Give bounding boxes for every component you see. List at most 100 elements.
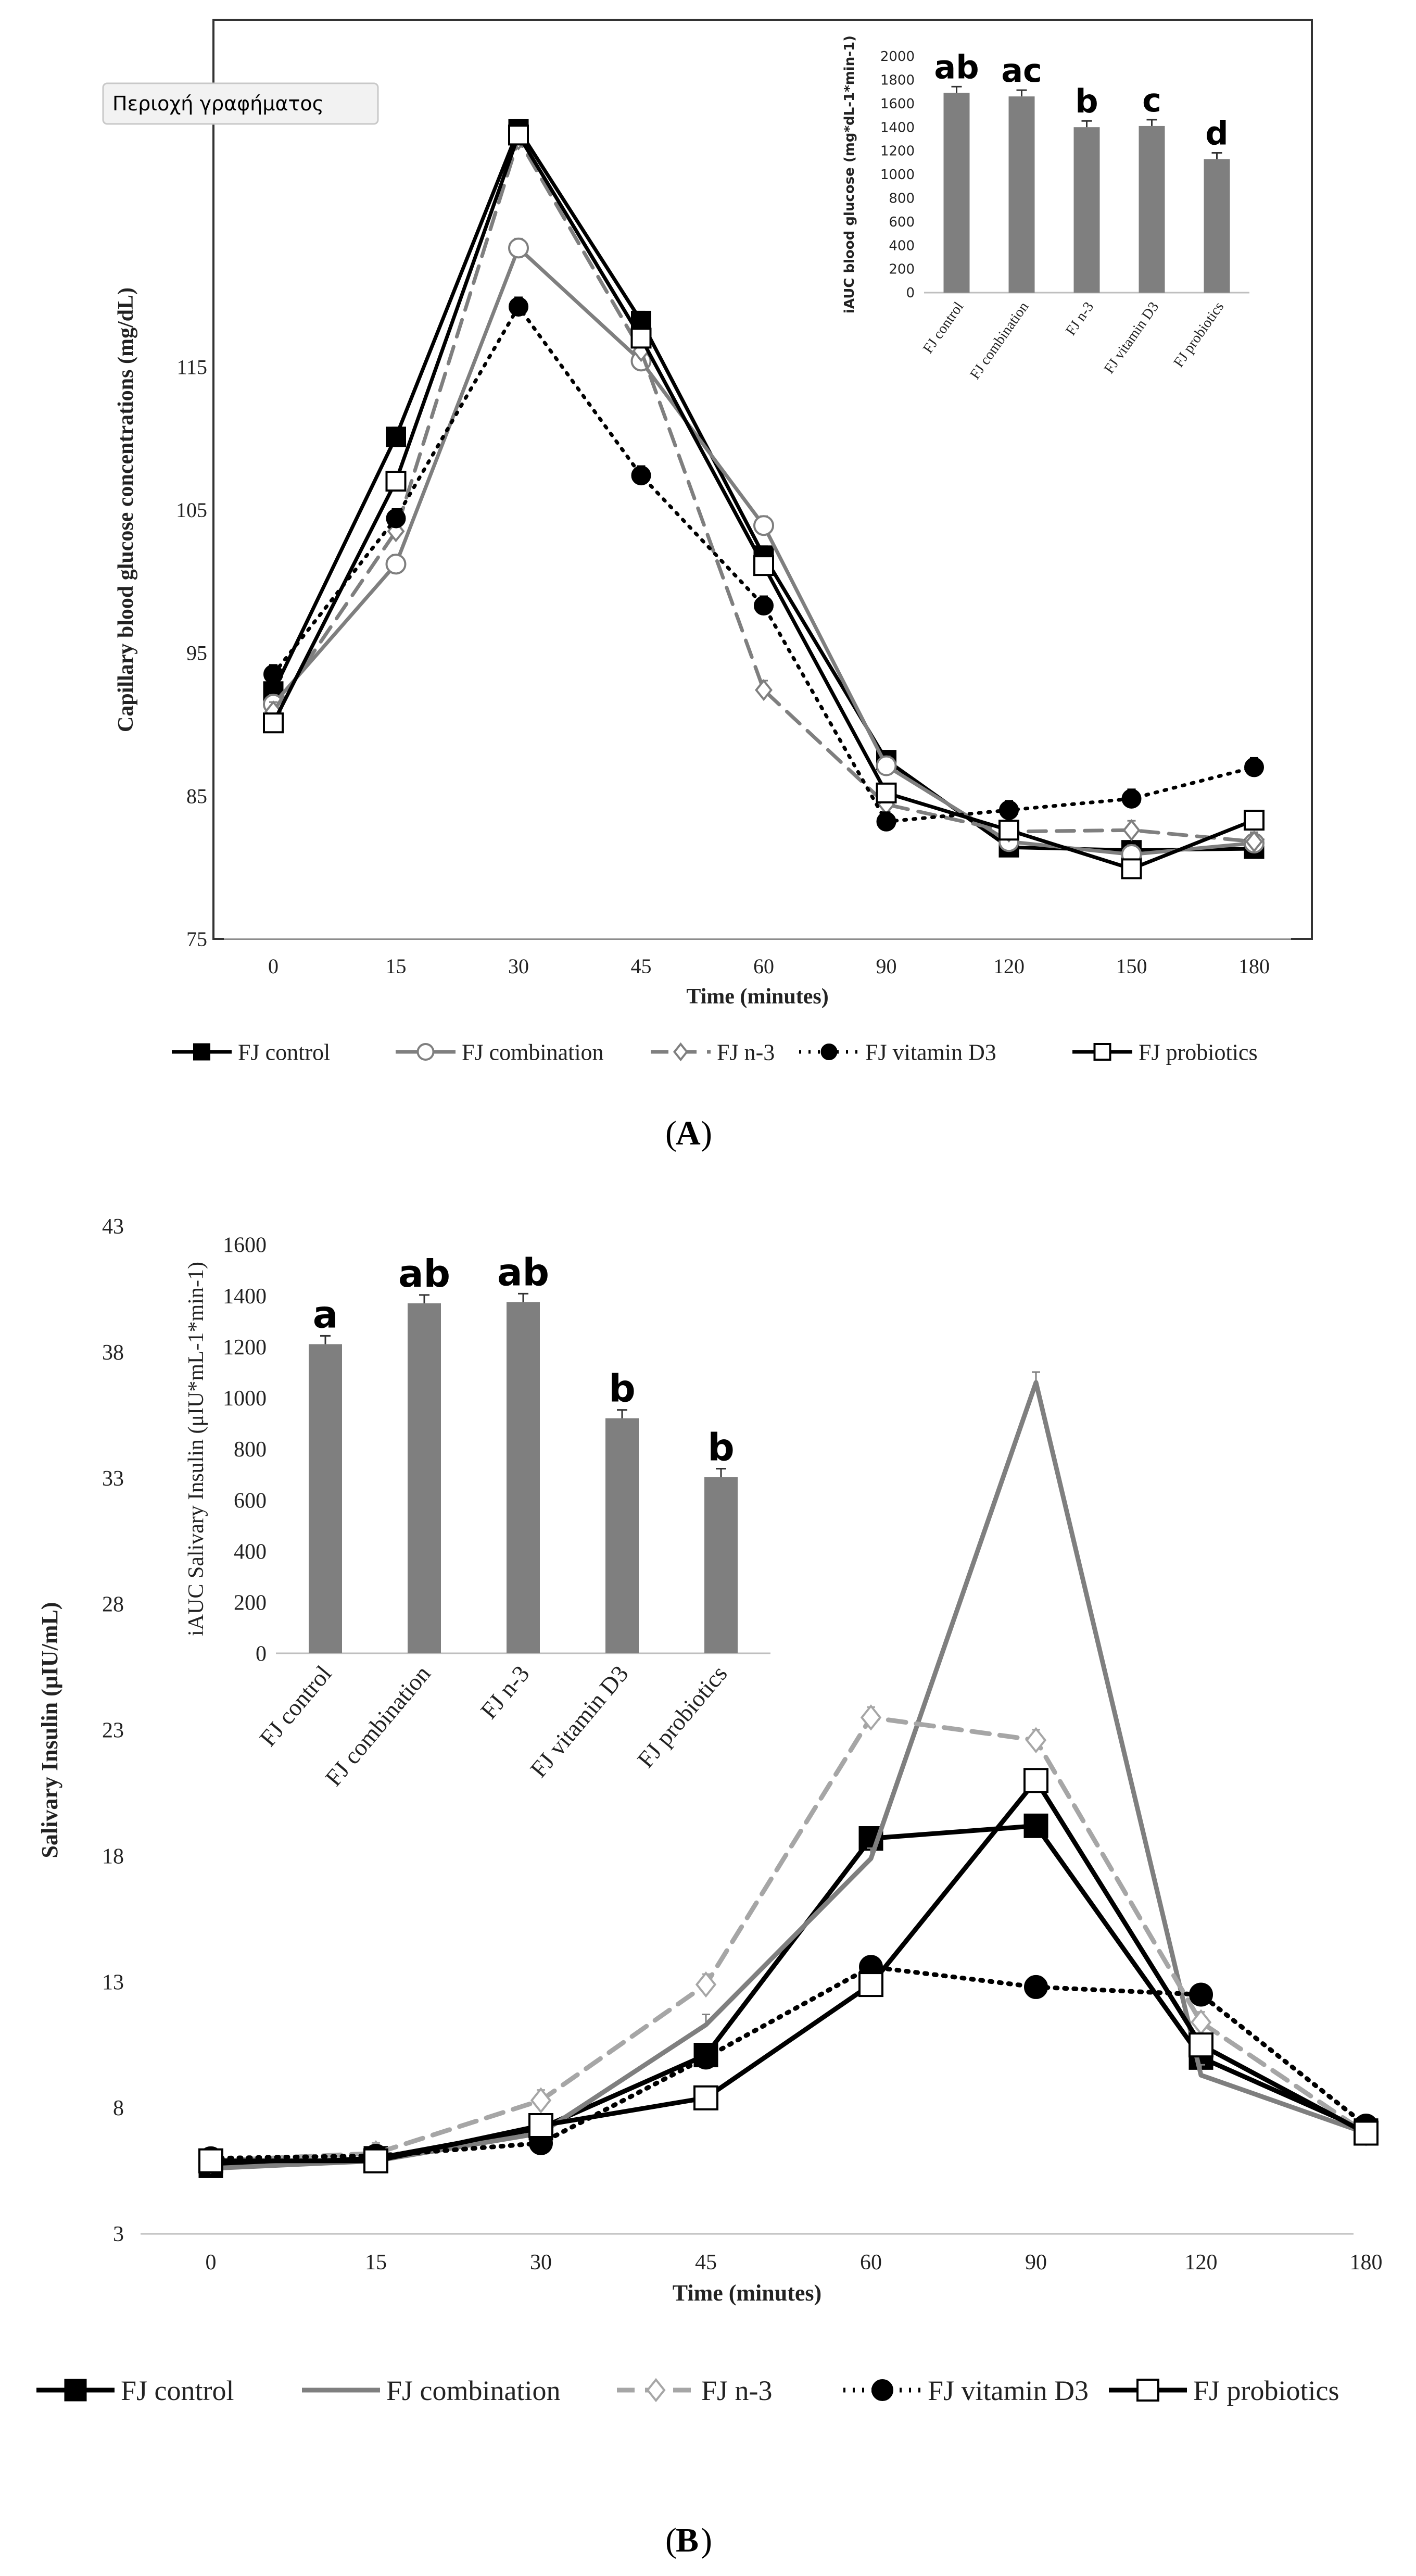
- data-point: [1121, 788, 1142, 809]
- inset-category-label: FJ vitamin D3: [525, 1661, 633, 1782]
- data-point: [1244, 757, 1264, 777]
- panel-a-legend: FJ control FJ combination FJ n-3 FJ vitamin…: [172, 1039, 1258, 1065]
- inset-y-tick-label: 800: [889, 191, 915, 207]
- data-point: [695, 1971, 717, 1998]
- inset-y-tick-label: 200: [889, 262, 915, 278]
- data-point: [386, 426, 406, 447]
- legend-label-2: FJ combination: [386, 2375, 561, 2406]
- panel-a-line-chart: 75 85 95 105 115 0 15 30 45 60 90 120 150 180 Time (mi…: [114, 119, 1291, 1009]
- legend-label-1: FJ control: [238, 1039, 330, 1065]
- legend-marker-3: [646, 2378, 666, 2403]
- inset-bar: [309, 1344, 342, 1653]
- series-line: [271, 305, 1256, 824]
- inset-significance-letter: b: [609, 1367, 636, 1411]
- panel-a-label-close: ): [701, 1114, 712, 1152]
- inset-y-tick-label: 1800: [880, 73, 915, 89]
- data-point: [998, 820, 1019, 841]
- inset-y-tick-label: 1200: [223, 1336, 267, 1360]
- inset-significance-letter: d: [1205, 114, 1228, 152]
- inset-category-label: FJ n-3: [475, 1661, 535, 1724]
- data-point: [876, 755, 897, 776]
- data-point: [386, 508, 406, 529]
- inset-bar: [605, 1418, 639, 1653]
- data-point: [694, 2045, 718, 2070]
- series-line: [208, 1964, 1369, 2161]
- data-point: [754, 596, 774, 616]
- y-tick-label: 8: [113, 2096, 124, 2120]
- inset-y-tick-label: 400: [889, 238, 915, 254]
- legend-label-1: FJ control: [121, 2375, 234, 2406]
- y-tick-label: 18: [102, 1844, 124, 1868]
- x-tick-label: 60: [860, 2251, 882, 2275]
- y-tick-label: 95: [186, 642, 207, 665]
- data-point: [630, 328, 652, 349]
- data-point: [1354, 2120, 1379, 2146]
- x-tick-label: 180: [1238, 954, 1270, 978]
- legend-marker-4: [871, 2379, 893, 2401]
- x-tick-label: 120: [1185, 2251, 1218, 2275]
- inset-bar: [1139, 125, 1165, 293]
- legend-label-2: FJ combination: [462, 1039, 604, 1065]
- inset-y-tick-label: 600: [234, 1489, 267, 1513]
- legend-label-5: FJ probiotics: [1193, 2375, 1339, 2406]
- data-point: [528, 2113, 553, 2138]
- inset-y-tick-label: 2000: [880, 49, 915, 65]
- x-tick-label: 120: [993, 954, 1025, 978]
- panel-a: Περιοχή γραφήματος 75 85 95 105 115 0 15 30 45 60…: [102, 19, 1313, 1152]
- chart-area-tooltip-box: [102, 82, 379, 125]
- inset-category-label: FJ vitamin D3: [1101, 299, 1162, 376]
- inset-bar: [1204, 159, 1230, 293]
- legend-marker-4: [820, 1044, 838, 1060]
- data-point: [858, 1972, 883, 1997]
- inset-y-tick-label: 1200: [880, 144, 915, 159]
- series-fj-control: [263, 119, 1265, 861]
- x-tick-label: 150: [1116, 954, 1147, 978]
- data-point: [363, 2148, 388, 2173]
- data-point: [385, 471, 407, 492]
- inset-y-tick-label: 600: [889, 215, 915, 230]
- y-axis-title: Salivary Insulin (μIU/mL): [37, 1602, 62, 1858]
- x-tick-label: 180: [1350, 2251, 1383, 2275]
- inset-significance-letter: a: [313, 1292, 338, 1336]
- inset-significance-letter: ab: [934, 48, 979, 86]
- data-point: [198, 2148, 223, 2173]
- inset-y-tick-label: 0: [906, 285, 915, 301]
- data-point: [263, 712, 284, 734]
- inset-bar: [1073, 127, 1100, 293]
- inset-y-tick-label: 200: [234, 1591, 267, 1615]
- panel-b-label: B: [676, 2521, 699, 2559]
- x-tick-label: 15: [365, 2251, 387, 2275]
- data-point: [1023, 1768, 1048, 1793]
- data-point: [876, 782, 897, 803]
- y-tick-label: 3: [113, 2222, 124, 2246]
- series-fj-n-3: [264, 128, 1263, 853]
- y-tick-label: 28: [102, 1593, 124, 1617]
- data-point: [508, 237, 529, 259]
- inset-significance-letter: c: [1142, 81, 1161, 119]
- legend-label-4: FJ vitamin D3: [928, 2375, 1089, 2406]
- inset-y-tick-label: 0: [256, 1642, 267, 1666]
- series-line: [271, 137, 1256, 844]
- series-line: [271, 127, 1256, 852]
- x-tick-label: 90: [1025, 2251, 1047, 2275]
- panel-b-legend: FJ control FJ combination FJ n-3 FJ vitamin…: [36, 2375, 1339, 2406]
- panel-a-label-open: (: [665, 1114, 677, 1152]
- y-tick-label: 85: [186, 784, 207, 808]
- series-fj-vitamin-d3: [263, 296, 1264, 832]
- inset-y-tick-label: 1400: [880, 120, 915, 135]
- legend-marker-1: [64, 2379, 87, 2402]
- inset-category-label: FJ combination: [967, 299, 1032, 382]
- data-point: [1244, 810, 1265, 831]
- inset-bar: [1008, 96, 1035, 293]
- panel-a-label: A: [676, 1114, 701, 1152]
- inset-significance-letter: b: [1075, 82, 1098, 120]
- x-tick-label: 60: [753, 954, 774, 978]
- inset-bar: [507, 1302, 540, 1653]
- legend-marker-1: [193, 1043, 210, 1061]
- x-tick-label: 45: [631, 954, 652, 978]
- x-axis-title: Time (minutes): [673, 2280, 821, 2306]
- x-tick-label: 30: [530, 2251, 552, 2275]
- legend-marker-5: [1136, 2379, 1159, 2402]
